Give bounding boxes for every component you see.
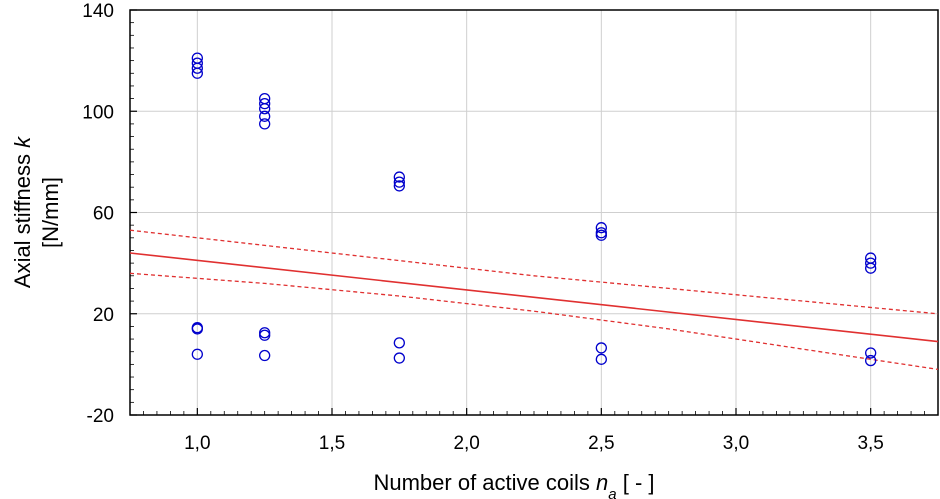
y-tick-label: 140 (82, 1, 114, 22)
tick-labels: 1,0 1,5 2,0 2,5 3,0 3,5 -20 20 60 100 140 (82, 1, 884, 454)
data-point (595, 353, 607, 365)
y-axis-label: Axial stiffness k [N/mm] (10, 136, 63, 288)
x-axis-label-symbol: n (596, 470, 608, 495)
data-point (259, 118, 271, 130)
x-tick-label: 3,5 (857, 433, 883, 454)
data-point (865, 347, 877, 359)
data-point (259, 110, 271, 122)
x-axis-label: Number of active coils na [ - ] (373, 470, 654, 499)
data-point (865, 257, 877, 269)
x-tick-label: 2,5 (588, 433, 614, 454)
x-tick-label: 1,5 (319, 433, 345, 454)
y-axis-label-line2: [N/mm] (38, 177, 63, 248)
data-point (595, 342, 607, 354)
y-axis-label-line1: Axial stiffness k (10, 136, 35, 288)
data-point (393, 352, 405, 364)
y-axis-label-text: Axial stiffness (10, 148, 35, 288)
y-tick-label: 100 (82, 102, 114, 123)
data-point (393, 171, 405, 183)
regression-lines (129, 229, 939, 371)
data-point (191, 67, 203, 79)
data-point (393, 180, 405, 192)
y-tick-label: -20 (87, 406, 114, 427)
data-point (393, 176, 405, 188)
x-axis-label-text: Number of active coils (373, 470, 596, 495)
data-point (865, 262, 877, 274)
data-point (259, 327, 271, 339)
y-tick-label: 60 (93, 204, 114, 225)
data-point (191, 348, 203, 360)
data-point (259, 103, 271, 115)
confidence-lower-line (129, 272, 939, 371)
fit-line (129, 252, 939, 343)
data-point (595, 222, 607, 234)
x-tick-label: 3,0 (723, 433, 749, 454)
x-axis-label-subscript: a (608, 486, 616, 499)
x-axis-label-unit: [ - ] (617, 470, 655, 495)
data-point (191, 62, 203, 74)
x-tick-label: 1,0 (184, 433, 210, 454)
data-point (393, 337, 405, 349)
data-point (191, 323, 203, 335)
data-point (259, 349, 271, 362)
y-tick-label: 20 (93, 305, 114, 326)
grid-lines (130, 10, 938, 415)
axis-ticks (129, 9, 939, 416)
confidence-upper-line (129, 229, 939, 315)
y-axis-label-symbol: k (10, 136, 35, 148)
data-point (865, 354, 877, 367)
data-point (259, 98, 271, 110)
data-point (259, 329, 271, 341)
data-points (191, 52, 877, 367)
x-tick-label: 2,0 (453, 433, 479, 454)
data-point (595, 229, 607, 241)
